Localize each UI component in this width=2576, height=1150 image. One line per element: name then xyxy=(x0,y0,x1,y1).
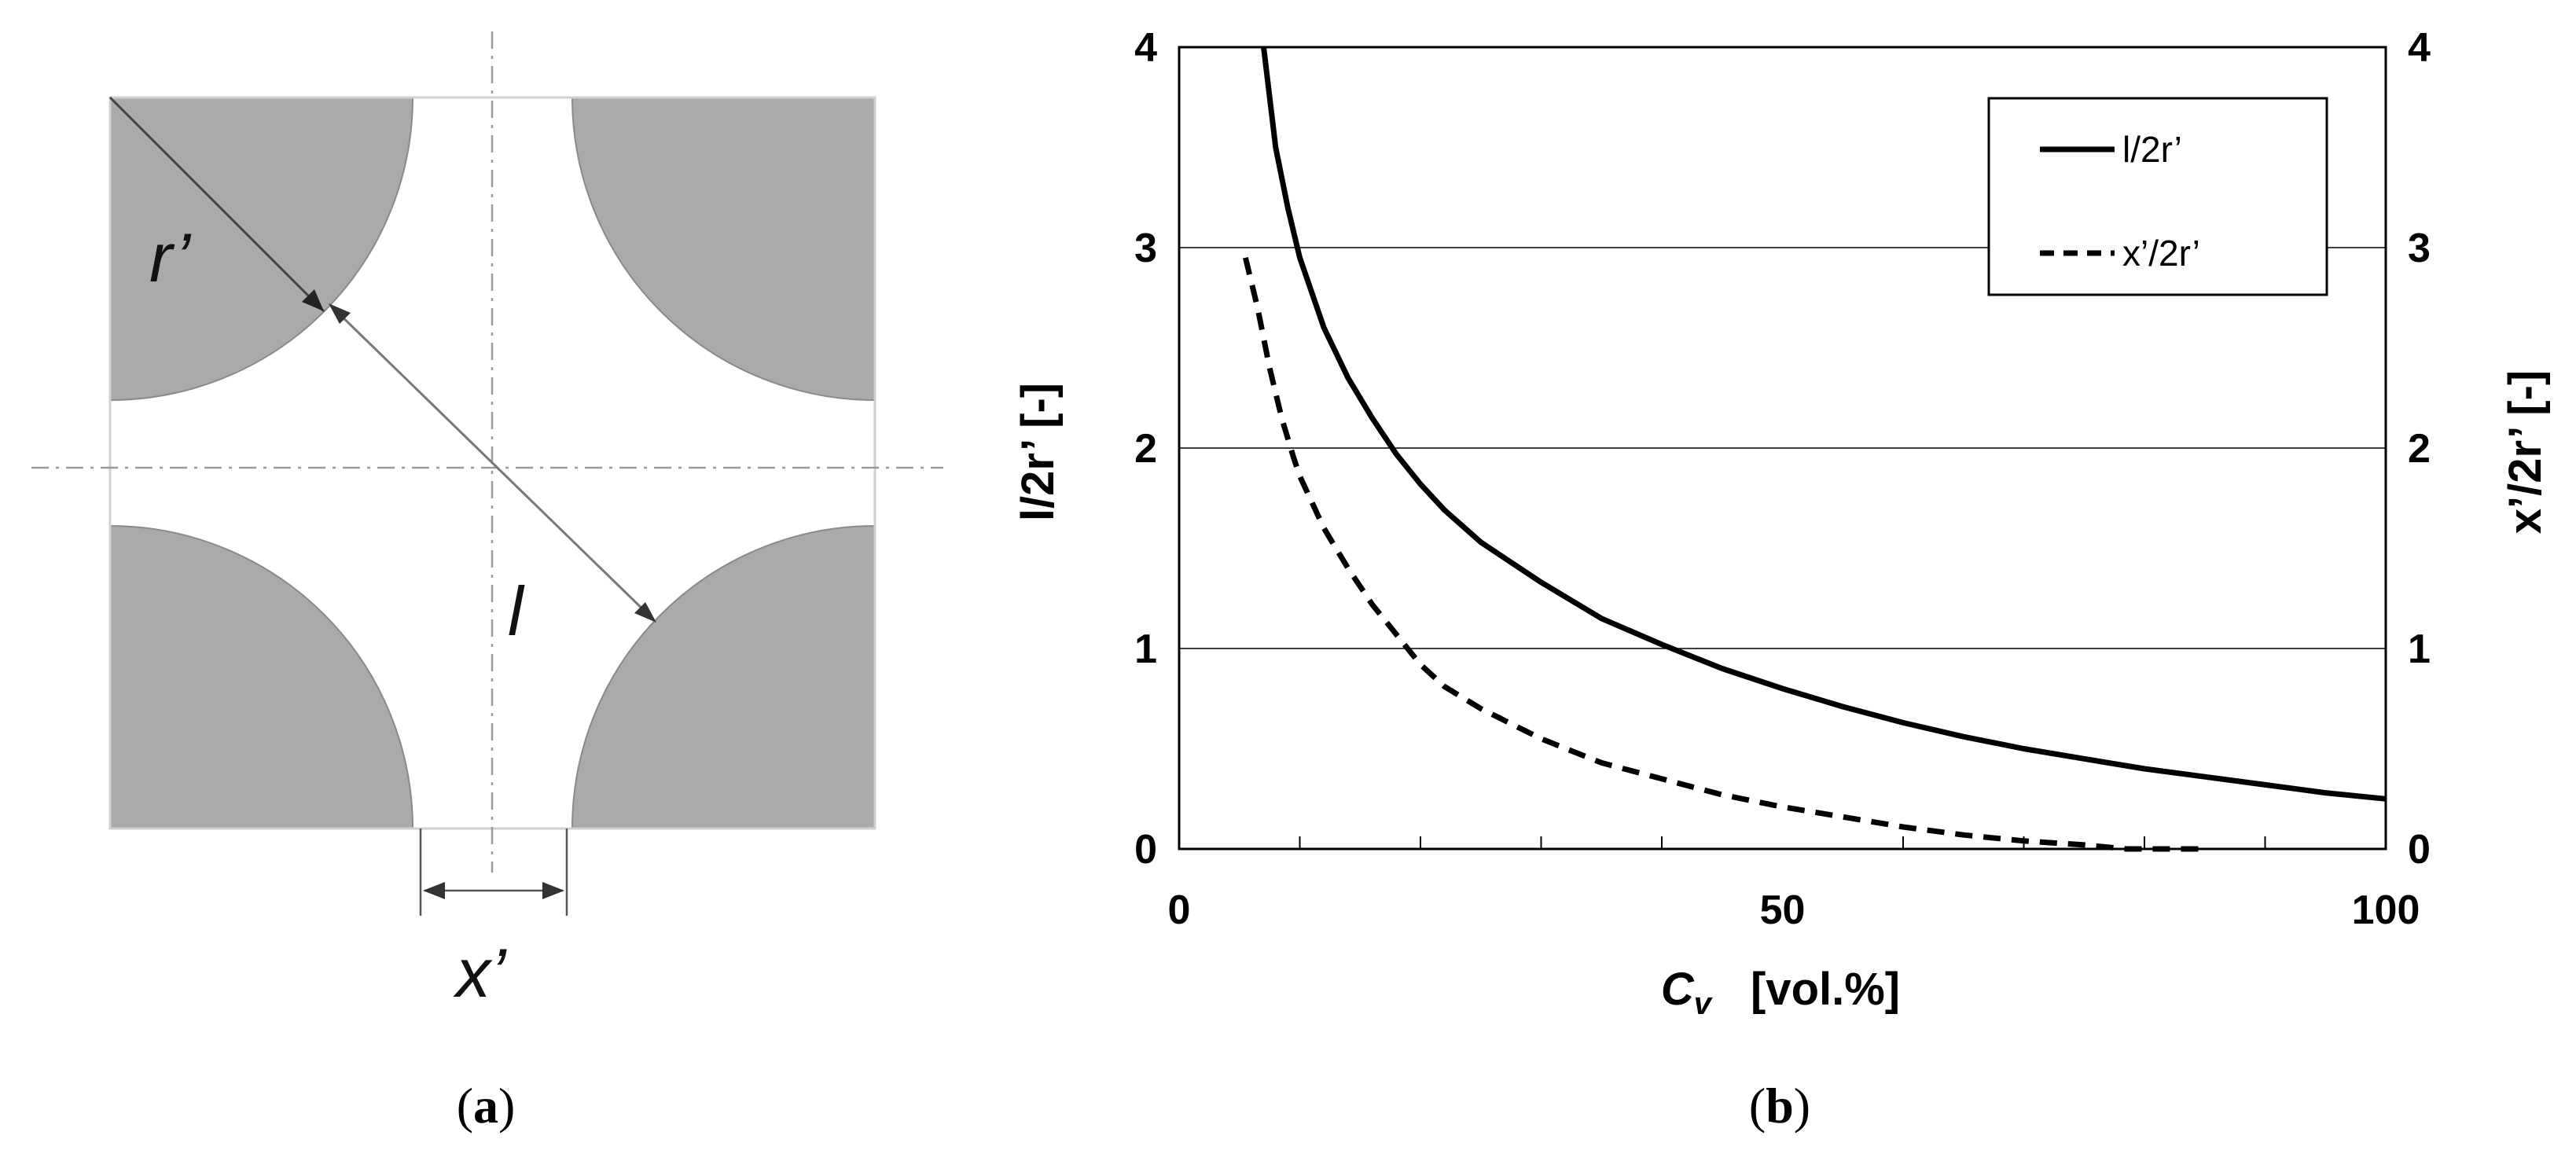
y-left-tick-label-4: 4 xyxy=(1134,25,1157,71)
radius-arrowhead xyxy=(302,289,324,311)
legend-label-series-2: x’/2r’ xyxy=(2122,233,2200,274)
particle-top-right xyxy=(571,97,875,401)
y-right-tick-label-3: 3 xyxy=(2408,226,2431,271)
x-tick-labels: 0 50 100 xyxy=(1168,887,2420,933)
distance-arrowhead-start xyxy=(329,303,351,324)
panel-a-diagram: r’ l x’ xyxy=(31,31,943,1012)
distance-line xyxy=(332,307,653,619)
y-left-tick-label-0: 0 xyxy=(1134,827,1157,873)
y-right-tick-label-0: 0 xyxy=(2408,827,2431,873)
x-tick-label-2: 100 xyxy=(2352,887,2420,933)
x-tick-label-1: 50 xyxy=(1760,887,1806,933)
y-left-tick-label-1: 1 xyxy=(1134,626,1157,672)
x-tick-label-0: 0 xyxy=(1168,887,1191,933)
series-line-1 xyxy=(1261,46,2387,802)
y-left-tick-label-2: 2 xyxy=(1134,426,1157,472)
chart-legend: l/2r’ x’/2r’ xyxy=(1987,97,2328,296)
panel-a-caption: (a) xyxy=(457,1078,516,1133)
legend-label-series-1: l/2r’ xyxy=(2122,129,2182,170)
y-left-tick-label-3: 3 xyxy=(1134,226,1157,271)
panel-b-caption: (b) xyxy=(1749,1078,1810,1133)
plot-area-frame xyxy=(1178,46,2387,851)
particle-bottom-right xyxy=(571,525,875,829)
legend-box xyxy=(1987,97,2328,296)
y-right-axis-label: x’/2r’ [-] xyxy=(2500,370,2551,534)
radius-line xyxy=(108,96,325,313)
series-line-2 xyxy=(1242,256,2205,852)
y-left-axis-label: l/2r’ [-] xyxy=(1012,383,1064,521)
particle-bottom-left xyxy=(110,525,413,829)
gap-arrowhead-left xyxy=(423,882,445,899)
gap-arrowhead-right xyxy=(542,882,564,899)
y-right-tick-labels: 0 1 2 3 4 xyxy=(2408,25,2431,873)
label-x-prime: x’ xyxy=(453,934,507,1012)
y-right-tick-label-4: 4 xyxy=(2408,25,2431,71)
label-r-prime: r’ xyxy=(149,219,192,296)
x-minor-ticks xyxy=(1299,836,2266,849)
label-l: l xyxy=(508,572,525,650)
x-axis-label: Cv [vol.%] xyxy=(1661,964,1900,1021)
y-right-tick-label-2: 2 xyxy=(2408,426,2431,472)
chart-series xyxy=(1242,46,2387,852)
distance-arrowhead-end xyxy=(634,602,656,623)
y-left-tick-labels: 0 1 2 3 4 xyxy=(1134,25,1157,873)
y-right-tick-label-1: 1 xyxy=(2408,626,2431,672)
